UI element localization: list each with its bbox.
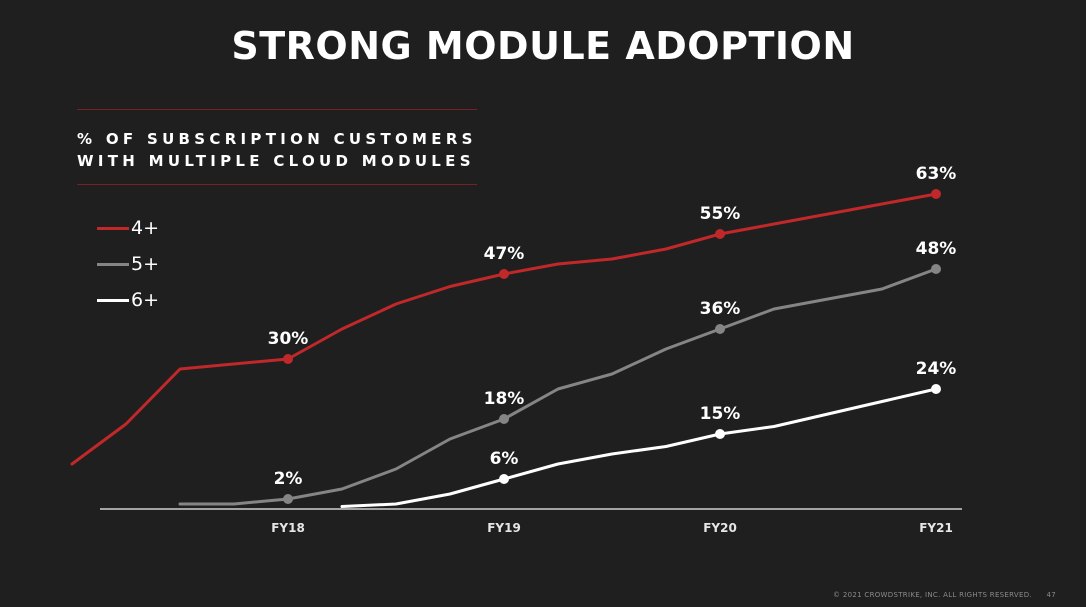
- data-label-4plus-fy18: 30%: [268, 329, 309, 349]
- data-label-5plus-fy18: 2%: [274, 469, 303, 489]
- data-point-6plus-fy19: [499, 474, 509, 484]
- data-point-5plus-fy19: [499, 414, 509, 424]
- legend-swatch-4plus: [97, 226, 129, 230]
- chart-subtitle: % OF SUBSCRIPTION CUSTOMERS WITH MULTIPL…: [77, 128, 497, 172]
- series-line-5plus: [178, 267, 938, 506]
- data-label-4plus-fy21: 63%: [916, 164, 957, 184]
- series-line-6plus: [340, 387, 938, 508]
- legend-item-5plus: 5+: [97, 246, 159, 282]
- data-label-6plus-fy19: 6%: [490, 449, 519, 469]
- data-label-5plus-fy21: 48%: [916, 239, 957, 259]
- legend-label-5plus: 5+: [131, 253, 160, 275]
- data-point-5plus-fy21: [931, 264, 941, 274]
- legend-item-4plus: 4+: [97, 210, 159, 246]
- data-point-6plus-fy21: [931, 384, 941, 394]
- legend-item-6plus: 6+: [97, 282, 159, 318]
- chart-legend: 4+ 5+ 6+: [97, 210, 159, 318]
- subtitle-bottom-rule: [77, 184, 477, 185]
- x-tick-label-fy20: FY20: [703, 521, 737, 535]
- data-point-4plus-fy20: [715, 229, 725, 239]
- data-point-6plus-fy20: [715, 429, 725, 439]
- copyright-footer: © 2021 CROWDSTRIKE, INC. ALL RIGHTS RESE…: [833, 591, 1056, 599]
- copyright-text: © 2021 CROWDSTRIKE, INC. ALL RIGHTS RESE…: [833, 591, 1032, 599]
- legend-swatch-5plus: [97, 262, 129, 266]
- legend-swatch-6plus: [97, 298, 129, 302]
- x-tick-label-fy18: FY18: [271, 521, 305, 535]
- data-label-5plus-fy19: 18%: [484, 389, 525, 409]
- data-label-4plus-fy19: 47%: [484, 244, 525, 264]
- data-label-6plus-fy20: 15%: [700, 404, 741, 424]
- data-point-5plus-fy20: [715, 324, 725, 334]
- data-point-4plus-fy18: [283, 354, 293, 364]
- subtitle-top-rule: [77, 109, 477, 110]
- data-point-4plus-fy21: [931, 189, 941, 199]
- legend-label-4plus: 4+: [131, 217, 160, 239]
- data-point-5plus-fy18: [283, 494, 293, 504]
- data-label-5plus-fy20: 36%: [700, 299, 741, 319]
- data-label-6plus-fy21: 24%: [916, 359, 957, 379]
- subtitle-line-2: WITH MULTIPLE CLOUD MODULES: [77, 152, 475, 170]
- data-label-4plus-fy20: 55%: [700, 204, 741, 224]
- x-tick-label-fy19: FY19: [487, 521, 521, 535]
- data-point-4plus-fy19: [499, 269, 509, 279]
- x-tick-label-fy21: FY21: [919, 521, 953, 535]
- page-number: 47: [1046, 591, 1056, 599]
- subtitle-line-1: % OF SUBSCRIPTION CUSTOMERS: [77, 130, 477, 148]
- slide-title: STRONG MODULE ADOPTION: [231, 24, 855, 68]
- legend-label-6plus: 6+: [131, 289, 160, 311]
- series-line-4plus: [70, 192, 938, 466]
